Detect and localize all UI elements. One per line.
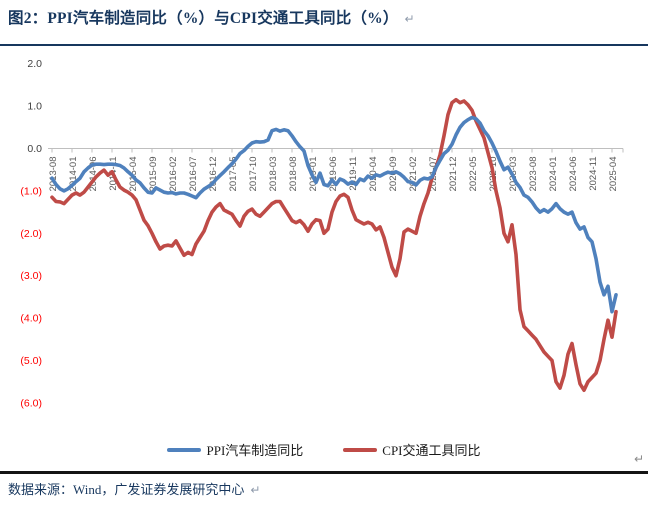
cpi-series-line-swatch xyxy=(343,447,378,452)
source-note-row: 数据来源：Wind，广发证券发展研究中心 ↵ xyxy=(8,479,260,499)
svg-text:2025-04: 2025-04 xyxy=(608,157,619,192)
svg-text:2016-07: 2016-07 xyxy=(188,157,199,192)
svg-text:2.0: 2.0 xyxy=(27,58,42,70)
svg-text:2016-02: 2016-02 xyxy=(168,157,179,192)
figure-title: 图2：PPI汽车制造同比（%）与CPI交通工具同比（%） xyxy=(8,10,399,27)
legend-label-ppi: PPI汽车制造同比 xyxy=(206,443,304,458)
title-divider-rule xyxy=(0,44,648,46)
figure-title-row: 图2：PPI汽车制造同比（%）与CPI交通工具同比（%） ↵ xyxy=(8,6,640,28)
svg-text:(3.0): (3.0) xyxy=(20,270,42,282)
svg-text:2023-08: 2023-08 xyxy=(528,157,539,192)
svg-text:2014-06: 2014-06 xyxy=(88,157,99,192)
footer-divider-rule xyxy=(0,471,648,474)
svg-text:2021-02: 2021-02 xyxy=(408,157,419,192)
chart-legend: PPI汽车制造同比 CPI交通工具同比 xyxy=(0,440,648,459)
svg-text:(4.0): (4.0) xyxy=(20,313,42,325)
svg-text:(1.0): (1.0) xyxy=(20,185,42,197)
paragraph-mark-icon: ↵ xyxy=(404,12,415,26)
svg-text:2024-01: 2024-01 xyxy=(548,157,559,192)
svg-text:2022-05: 2022-05 xyxy=(468,157,479,192)
svg-text:2017-05: 2017-05 xyxy=(228,157,239,192)
svg-text:2018-03: 2018-03 xyxy=(268,157,279,192)
legend-item-cpi: CPI交通工具同比 xyxy=(343,440,481,459)
svg-text:(2.0): (2.0) xyxy=(20,228,42,240)
svg-text:2021-12: 2021-12 xyxy=(448,157,459,192)
data-source-note: 数据来源：Wind，广发证券发展研究中心 xyxy=(8,482,245,497)
svg-text:2017-10: 2017-10 xyxy=(248,157,259,192)
legend-label-cpi: CPI交通工具同比 xyxy=(382,443,481,458)
paragraph-mark-icon: ↵ xyxy=(634,452,645,466)
svg-text:2015-09: 2015-09 xyxy=(148,157,159,192)
legend-item-ppi: PPI汽车制造同比 xyxy=(167,440,303,459)
svg-text:2014-01: 2014-01 xyxy=(68,157,79,192)
svg-text:2019-11: 2019-11 xyxy=(348,157,359,191)
ppi-series-line-swatch xyxy=(167,447,202,452)
svg-text:0.0: 0.0 xyxy=(27,143,42,155)
svg-text:(6.0): (6.0) xyxy=(20,397,42,409)
svg-text:2024-06: 2024-06 xyxy=(568,157,579,192)
svg-text:2013-08: 2013-08 xyxy=(48,157,59,192)
svg-text:2024-11: 2024-11 xyxy=(588,157,599,191)
svg-text:(5.0): (5.0) xyxy=(20,355,42,367)
svg-text:2015-04: 2015-04 xyxy=(128,157,139,192)
svg-text:1.0: 1.0 xyxy=(27,101,42,113)
paragraph-mark-icon: ↵ xyxy=(250,483,261,497)
svg-text:2016-12: 2016-12 xyxy=(208,157,219,192)
svg-text:2020-04: 2020-04 xyxy=(368,157,379,192)
svg-text:2019-06: 2019-06 xyxy=(328,157,339,192)
svg-text:2018-08: 2018-08 xyxy=(288,157,299,192)
